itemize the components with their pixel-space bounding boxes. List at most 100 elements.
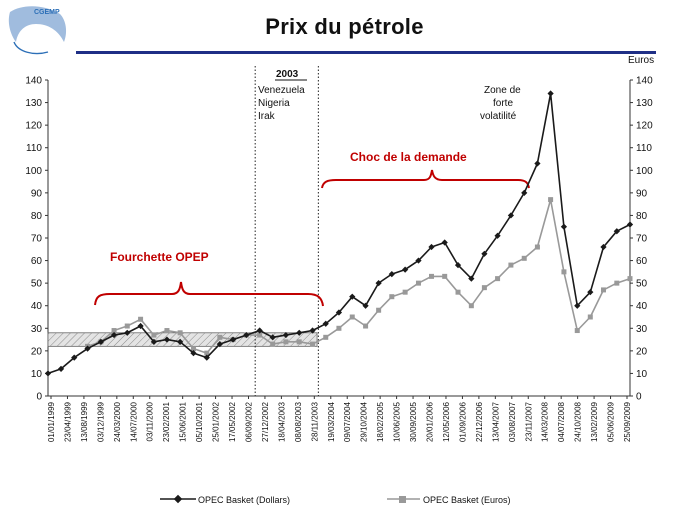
data-point	[296, 339, 302, 345]
vertical-marker-layer	[254, 66, 319, 396]
x-axis: 01/01/1999 23/04/1999 13/08/1999 03/12/1999…	[47, 395, 632, 442]
data-point	[362, 302, 369, 309]
x-tick-label: 03/08/2007	[508, 401, 517, 442]
x-tick-label: 01/01/1999	[47, 401, 56, 442]
svg-text:CGEMP: CGEMP	[34, 9, 60, 16]
y-tick-label-left: 130	[25, 98, 42, 109]
data-point	[349, 293, 356, 300]
data-point	[388, 271, 395, 278]
y-tick-label-left: 40	[31, 301, 43, 312]
x-tick-label: 04/07/2008	[557, 401, 566, 442]
data-point	[323, 334, 329, 340]
data-point	[138, 316, 144, 322]
data-point	[309, 327, 316, 334]
annotation-nigeria: Nigeria	[258, 98, 290, 109]
x-tick-label: 30/09/2005	[409, 401, 418, 442]
data-point	[481, 285, 487, 291]
data-point	[335, 309, 343, 316]
data-point	[454, 261, 462, 269]
data-point	[177, 330, 183, 336]
x-tick-label: 19/03/2004	[327, 401, 336, 442]
x-tick-label: 28/11/2003	[310, 401, 319, 441]
y-tick-label-right: 80	[636, 211, 648, 222]
svg-text:OPEC Basket (Euros): OPEC Basket (Euros)	[423, 495, 511, 505]
y-tick-label-right: 0	[636, 392, 642, 403]
data-point	[296, 329, 303, 336]
svg-text:OPEC Basket (Dollars): OPEC Basket (Dollars)	[198, 495, 290, 505]
x-tick-label: 20/01/2006	[426, 401, 435, 442]
data-point	[402, 289, 408, 295]
x-tick-label: 23/02/2001	[162, 401, 171, 442]
y-tick-label-left: 140	[25, 76, 42, 87]
x-tick-label: 25/01/2002	[212, 401, 221, 442]
x-tick-label: 17/05/2002	[228, 401, 237, 442]
y-tick-label-right: 100	[636, 166, 653, 177]
y-tick-label-left: 10	[31, 369, 43, 380]
x-tick-label: 14/07/2000	[129, 401, 138, 442]
data-point	[216, 340, 223, 348]
data-point	[349, 314, 355, 320]
data-point	[534, 244, 540, 250]
data-point	[468, 303, 474, 309]
x-tick-label: 23/04/1999	[63, 401, 72, 442]
data-point	[548, 197, 554, 203]
y-tick-label-right: 120	[636, 121, 653, 132]
data-point	[190, 346, 196, 352]
x-tick-label: 12/05/2006	[442, 401, 451, 442]
y-tick-label-right: 40	[636, 301, 648, 312]
y-tick-label-left: 110	[26, 143, 42, 154]
x-tick-label: 29/10/2004	[360, 401, 369, 442]
x-tick-label: 13/02/2009	[590, 401, 599, 442]
y-axis-left: 0 10 20 30 40 50 60 70 80 90 100 110 120 130 140	[25, 76, 49, 403]
data-point	[151, 332, 157, 338]
data-point	[614, 280, 620, 286]
data-point	[561, 269, 567, 275]
x-tick-label: 05/10/2001	[195, 401, 204, 442]
annotation-volatilite: volatilité	[480, 111, 517, 122]
data-point	[627, 276, 633, 282]
annotation-venezuela: Venezuela	[258, 85, 305, 96]
data-point	[455, 289, 461, 295]
data-point	[415, 280, 421, 286]
data-point	[256, 327, 263, 334]
data-point	[322, 320, 329, 327]
cgemp-logo: CGEMP	[8, 6, 67, 55]
data-point	[269, 334, 276, 341]
y-tick-label-right: 60	[636, 256, 648, 267]
x-tick-label: 01/09/2006	[458, 401, 467, 442]
data-point	[508, 262, 514, 268]
y-tick-label-left: 50	[31, 279, 43, 290]
choc-demande-bracket	[321, 169, 530, 189]
data-point	[442, 273, 448, 279]
annotation-choc-demande: Choc de la demande	[350, 150, 467, 164]
y-tick-label-right: 50	[636, 279, 648, 290]
legend-item-euros: OPEC Basket (Euros)	[387, 495, 511, 505]
y-tick-label-right: 90	[636, 188, 648, 199]
x-tick-label: 24/03/2000	[113, 401, 122, 442]
y-tick-label-right: 110	[636, 143, 652, 154]
annotation-irak: Irak	[258, 111, 276, 122]
x-tick-label: 22/12/2006	[475, 401, 484, 442]
title-rule	[76, 51, 656, 54]
annotation-fourchette-opep: Fourchette OPEP	[110, 250, 209, 264]
data-point	[534, 160, 541, 167]
data-point	[600, 287, 606, 293]
data-point	[310, 341, 316, 347]
data-point	[124, 323, 130, 329]
y-tick-label-left: 70	[31, 234, 43, 245]
data-point	[164, 328, 170, 334]
data-point	[270, 341, 276, 347]
y-tick-label-left: 30	[31, 324, 43, 335]
y-axis-right: 0 10 20 30 40 50 60 70 80 90 100 110 120 130 140	[629, 76, 653, 403]
y-tick-label-left: 80	[31, 211, 43, 222]
x-tick-label: 08/08/2003	[294, 401, 303, 442]
data-point	[402, 266, 409, 273]
data-point	[376, 307, 382, 313]
x-tick-label: 10/06/2005	[393, 401, 402, 442]
x-tick-label: 03/11/2000	[146, 401, 155, 441]
legend-item-dollars: OPEC Basket (Dollars)	[160, 494, 290, 505]
x-tick-label: 23/11/2007	[524, 401, 533, 441]
y-tick-label-left: 60	[31, 256, 43, 267]
data-point	[283, 339, 289, 345]
